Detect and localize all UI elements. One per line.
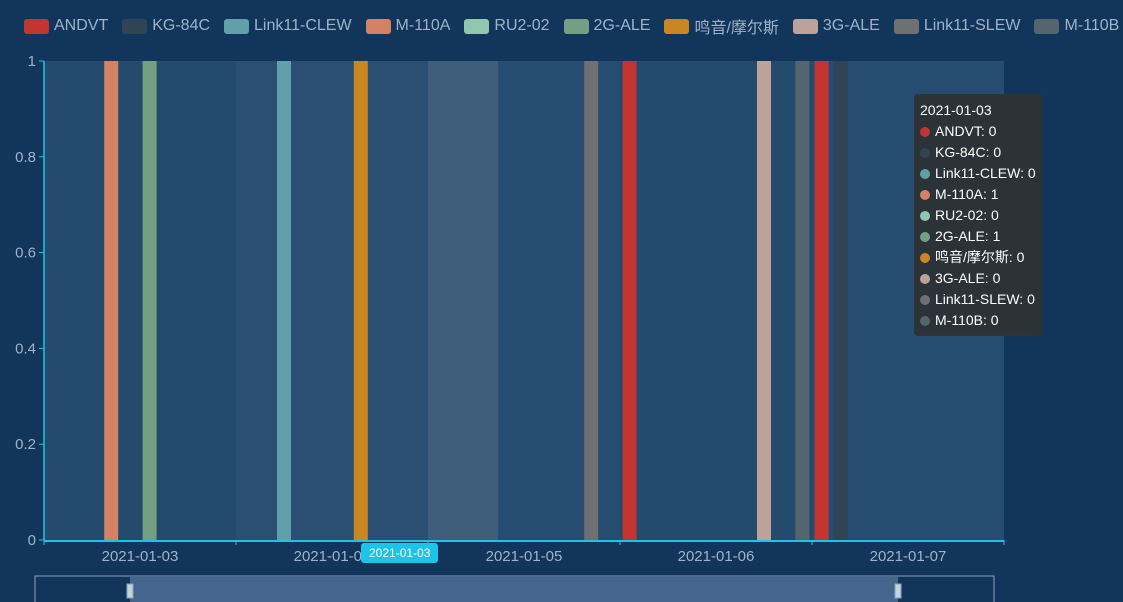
tooltip-label: Link11-SLEW: 0 [935, 289, 1035, 310]
tooltip-row: Link11-CLEW: 0 [920, 163, 1036, 184]
y-tick-label: 0 [28, 532, 36, 549]
chart-legend: ANDVT KG-84C Link11-CLEW M-110A RU2-02 2G-ALE… [24, 14, 1119, 38]
legend-label: Link11-CLEW [254, 17, 352, 35]
legend-item[interactable]: Link11-SLEW [894, 14, 1021, 38]
tooltip-label: M-110B: 0 [935, 310, 999, 331]
slider-handle[interactable] [895, 584, 901, 598]
y-tick-label: 1 [28, 53, 36, 70]
y-tick-label: 0.2 [15, 436, 36, 453]
legend-item[interactable]: 鸣音/摩尔斯 [664, 14, 778, 38]
legend-label: M-110A [396, 17, 451, 35]
legend-item[interactable]: Link11-CLEW [224, 14, 352, 38]
legend-label: 鸣音/摩尔斯 [694, 14, 778, 38]
y-tick-label: 0.8 [15, 149, 36, 166]
bar [354, 61, 368, 540]
tooltip-dot [920, 232, 930, 242]
bar [143, 61, 157, 540]
legend-item[interactable]: M-110A [366, 14, 451, 38]
legend-label: Link11-SLEW [924, 17, 1021, 35]
bar [623, 61, 637, 540]
tooltip-dot [920, 253, 930, 263]
data-zoom-slider[interactable] [35, 576, 994, 602]
tooltip-label: 2G-ALE: 1 [935, 226, 1000, 247]
slider-handle[interactable] [127, 584, 133, 598]
tooltip-row: 鸣音/摩尔斯: 0 [920, 247, 1036, 268]
legend-swatch [366, 19, 391, 34]
tooltip-dot [920, 274, 930, 284]
tooltip-row: M-110B: 0 [920, 310, 1036, 331]
y-tick-label: 0.4 [15, 340, 36, 357]
tooltip-dot [920, 316, 930, 326]
legend-swatch [24, 19, 49, 34]
tooltip-dot [920, 190, 930, 200]
axis-pointer-label: 2021-01-03 [361, 543, 438, 563]
legend-item[interactable]: KG-84C [122, 14, 210, 38]
legend-swatch [894, 19, 919, 34]
category-bands [44, 61, 1004, 540]
x-tick-label: 2021-01-03 [102, 548, 179, 565]
bar [834, 61, 848, 540]
legend-swatch [1034, 19, 1059, 34]
legend-item[interactable]: M-110B [1034, 14, 1119, 38]
chart-tooltip: 2021-01-03 ANDVT: 0 KG-84C: 0 Link11-CLEW:… [914, 94, 1042, 336]
legend-swatch [564, 19, 589, 34]
tooltip-label: M-110A: 1 [935, 184, 999, 205]
axis-pointer-shadow [428, 61, 498, 540]
x-tick-label: 2021-01-06 [678, 548, 755, 565]
y-tick-label: 0.6 [15, 245, 36, 262]
tooltip-label: 3G-ALE: 0 [935, 268, 1000, 289]
tooltip-label: RU2-02: 0 [935, 205, 999, 226]
legend-swatch [224, 19, 249, 34]
tooltip-title: 2021-01-03 [920, 100, 1036, 121]
category-band [620, 61, 812, 540]
tooltip-row: RU2-02: 0 [920, 205, 1036, 226]
tooltip-label: KG-84C: 0 [935, 142, 1001, 163]
legend-swatch [664, 19, 689, 34]
legend-swatch [122, 19, 147, 34]
tooltip-dot [920, 169, 930, 179]
bar [584, 61, 598, 540]
bar [795, 61, 809, 540]
legend-label: ANDVT [54, 17, 108, 35]
x-tick-label: 2021-01-05 [486, 548, 563, 565]
tooltip-row: 3G-ALE: 0 [920, 268, 1036, 289]
legend-label: M-110B [1064, 17, 1119, 35]
tooltip-row: 2G-ALE: 1 [920, 226, 1036, 247]
tooltip-row: Link11-SLEW: 0 [920, 289, 1036, 310]
legend-item[interactable]: ANDVT [24, 14, 108, 38]
legend-label: 3G-ALE [823, 17, 880, 35]
tooltip-label: 鸣音/摩尔斯: 0 [935, 247, 1024, 268]
legend-swatch [793, 19, 818, 34]
tooltip-row: KG-84C: 0 [920, 142, 1036, 163]
tooltip-label: Link11-CLEW: 0 [935, 163, 1036, 184]
legend-item[interactable]: 3G-ALE [793, 14, 880, 38]
legend-label: 2G-ALE [594, 17, 651, 35]
bar [104, 61, 118, 540]
category-band [236, 61, 428, 540]
tooltip-dot [920, 295, 930, 305]
legend-swatch [464, 19, 489, 34]
x-tick-label: 2021-01-04 [294, 548, 371, 565]
tooltip-dot [920, 148, 930, 158]
legend-label: RU2-02 [494, 17, 549, 35]
tooltip-rows: ANDVT: 0 KG-84C: 0 Link11-CLEW: 0 M-110A: 1… [920, 121, 1036, 331]
legend-label: KG-84C [152, 17, 210, 35]
legend-item[interactable]: 2G-ALE [564, 14, 651, 38]
slider-selection [130, 577, 898, 602]
tooltip-row: M-110A: 1 [920, 184, 1036, 205]
tooltip-label: ANDVT: 0 [935, 121, 996, 142]
tooltip-row: ANDVT: 0 [920, 121, 1036, 142]
legend-item[interactable]: RU2-02 [464, 14, 549, 38]
category-band [44, 61, 236, 540]
tooltip-dot [920, 127, 930, 137]
bar [757, 61, 771, 540]
tooltip-dot [920, 211, 930, 221]
bar [815, 61, 829, 540]
x-tick-label: 2021-01-07 [870, 548, 947, 565]
bar [277, 61, 291, 540]
